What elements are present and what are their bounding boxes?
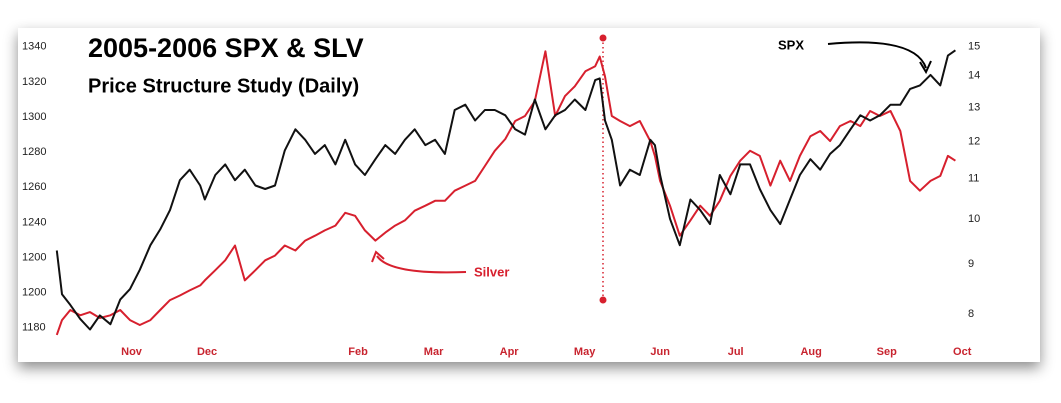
x-tick-label: Aug: [800, 346, 821, 358]
x-tick-label: Apr: [500, 346, 520, 358]
y2-tick-label: 11: [968, 172, 979, 184]
y-tick-label: 1240: [22, 216, 46, 228]
x-tick-label: Mar: [424, 346, 444, 358]
x-tick-label: Nov: [121, 346, 143, 358]
spx-arrowhead: [919, 60, 932, 75]
x-tick-label: Oct: [953, 346, 972, 358]
x-tick-label: Jul: [728, 346, 744, 358]
y-tick-label: 1180: [22, 322, 46, 334]
y-tick-label: 1200: [22, 286, 46, 298]
y2-tick-label: 15: [968, 40, 980, 52]
y-tick-label: 1280: [22, 146, 46, 158]
chart-title: 2005-2006 SPX & SLV: [88, 33, 364, 63]
y2-tick-label: 8: [968, 308, 974, 320]
silver-arrowhead: [371, 250, 385, 263]
y2-tick-label: 14: [968, 70, 980, 82]
plot: [55, 49, 956, 336]
x-tick-label: Sep: [877, 346, 897, 358]
chart-subtitle: Price Structure Study (Daily): [88, 75, 359, 97]
x-tick-label: Jun: [650, 346, 670, 358]
y-tick-label: 1340: [22, 41, 46, 53]
x-tick-label: Feb: [348, 346, 368, 358]
series-line: [55, 49, 956, 331]
y2-tick-label: 13: [968, 101, 980, 113]
silver-annotation: Silver: [474, 264, 509, 279]
silver-arrow: [376, 255, 467, 274]
panel: [18, 28, 1040, 362]
spx-annotation: SPX: [778, 37, 804, 52]
y2-tick-label: 12: [968, 135, 980, 147]
spx-arrow: [827, 41, 927, 69]
x-tick-label: Dec: [197, 346, 217, 358]
y-tick-label: 1260: [22, 181, 46, 193]
y2-tick-label: 10: [968, 213, 980, 225]
x-tick-label: May: [574, 346, 596, 358]
y-tick-label: 1200: [22, 251, 46, 263]
y-tick-label: 1320: [22, 76, 46, 88]
event-dot: [599, 296, 607, 304]
series-line: [55, 50, 956, 336]
y2-tick-label: 9: [968, 258, 974, 270]
y-tick-label: 1300: [22, 111, 46, 123]
event-dot: [599, 34, 607, 42]
